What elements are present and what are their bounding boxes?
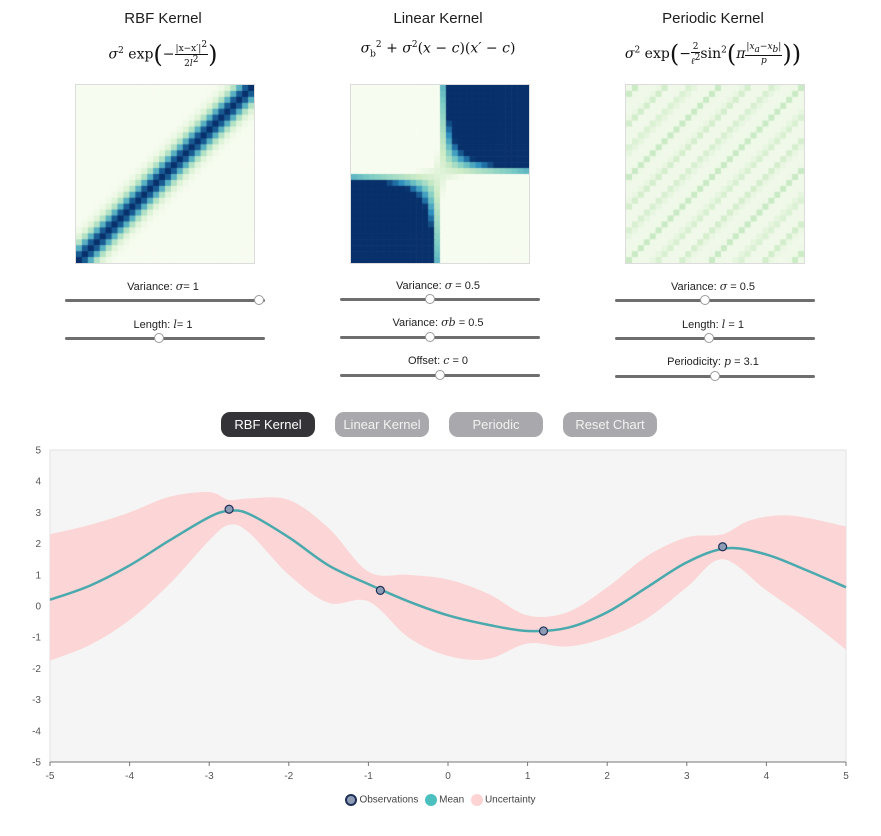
slider-thumb[interactable] (700, 295, 710, 305)
kernel-title: RBF Kernel (124, 10, 202, 27)
y-tick-label: -1 (32, 633, 41, 644)
kernel-title: Periodic Kernel (662, 10, 764, 27)
legend-observations[interactable]: Observations (345, 794, 418, 806)
periodic-kernel-formula: σ2 exp(− 2 ℓ2 sin2(π |xa−xb| p)) (624, 40, 802, 68)
y-tick-label: 1 (35, 570, 41, 581)
slider-label: Variance: σ= 1 (127, 280, 199, 293)
slider-label: Length: l= 1 (133, 318, 193, 331)
periodic-periodicity-slider[interactable] (615, 371, 815, 381)
slider-thumb[interactable] (254, 295, 264, 305)
periodic-button[interactable]: Periodic (449, 412, 543, 437)
linear-kernel-button[interactable]: Linear Kernel (335, 412, 429, 437)
uncertainty-band (50, 492, 846, 661)
slider-label: Variance: σ = 0.5 (670, 280, 756, 293)
linear-variance-b-slider[interactable] (340, 332, 540, 342)
kernel-title: Linear Kernel (393, 10, 483, 27)
x-tick-label: 4 (764, 771, 770, 782)
reset-chart-button[interactable]: Reset Chart (563, 412, 657, 437)
linear-variance-slider[interactable] (340, 294, 540, 304)
slider-label: Variance: σb = 0.5 (392, 316, 484, 329)
x-tick-label: 2 (604, 771, 610, 782)
observation-point[interactable] (718, 542, 728, 552)
slider-label: Length: l = 1 (682, 318, 744, 331)
rbf-kernel-heatmap (75, 84, 255, 264)
x-tick-label: -1 (364, 771, 373, 782)
y-tick-label: 3 (35, 508, 41, 519)
x-tick-label: 5 (843, 771, 849, 782)
axes: -5 -4 -3 -2 -1 0 1 2 3 4 5 5 4 3 2 1 0 -1 -2 -3 -4 -5 (32, 446, 849, 783)
x-tick-label: -3 (205, 771, 214, 782)
observations (224, 504, 728, 636)
x-tick-label: -5 (46, 771, 55, 782)
linear-kernel-heatmap (350, 84, 530, 264)
y-tick-label: 4 (35, 477, 41, 488)
slider-thumb[interactable] (425, 294, 435, 304)
slider-thumb[interactable] (710, 371, 720, 381)
slider-label: Variance: σ = 0.5 (395, 279, 481, 292)
periodic-length-slider[interactable] (615, 333, 815, 343)
linear-kernel-formula: σb2 + σ2(x − c)(x′ − c) (360, 40, 516, 60)
slider-thumb[interactable] (425, 332, 435, 342)
legend-uncertainty-swatch (470, 794, 483, 806)
slider-thumb[interactable] (154, 333, 164, 343)
legend-label: Uncertainty (484, 794, 536, 806)
observation-point[interactable] (224, 504, 234, 514)
x-tick-label: 3 (684, 771, 690, 782)
slider-label: Offset: c = 0 (407, 354, 469, 367)
rbf-kernel-formula: σ2 exp(− |x−x′|2 2l2) (108, 40, 218, 69)
slider-label: Periodicity: p = 3.1 (667, 355, 759, 368)
rbf-kernel-button[interactable]: RBF Kernel (221, 412, 315, 437)
x-tick-label: -2 (284, 771, 293, 782)
legend-observations-swatch (345, 794, 358, 806)
x-tick-label: 1 (525, 771, 531, 782)
mean-line (49, 509, 847, 633)
slider-thumb[interactable] (435, 370, 445, 380)
slider-thumb[interactable] (704, 333, 714, 343)
y-tick-label: -3 (32, 695, 41, 706)
legend-mean-swatch (425, 794, 438, 806)
chart-legend: Observations Mean Uncertainty (0, 794, 881, 806)
periodic-variance-slider[interactable] (615, 295, 815, 305)
y-tick-label: 5 (35, 446, 41, 457)
y-tick-label: 0 (35, 602, 41, 613)
periodic-kernel-heatmap (625, 84, 805, 264)
y-tick-label: -4 (32, 726, 41, 737)
gp-chart: -5 -4 -3 -2 -1 0 1 2 3 4 5 5 4 3 2 1 0 -1 -2 -3 -4 -5 (32, 446, 849, 783)
legend-uncertainty[interactable]: Uncertainty (470, 794, 536, 806)
x-tick-label: 0 (445, 771, 451, 782)
legend-label: Observations (359, 794, 419, 806)
y-tick-label: -2 (32, 664, 41, 675)
observation-point[interactable] (538, 626, 549, 636)
y-tick-label: -5 (32, 758, 41, 769)
rbf-variance-slider[interactable] (65, 295, 265, 305)
y-tick-label: 2 (35, 539, 41, 550)
rbf-length-slider[interactable] (65, 333, 265, 343)
legend-mean[interactable]: Mean (425, 794, 464, 806)
linear-offset-slider[interactable] (340, 370, 540, 380)
legend-label: Mean (439, 794, 465, 806)
x-tick-label: -4 (125, 771, 134, 782)
observation-point[interactable] (375, 585, 385, 595)
